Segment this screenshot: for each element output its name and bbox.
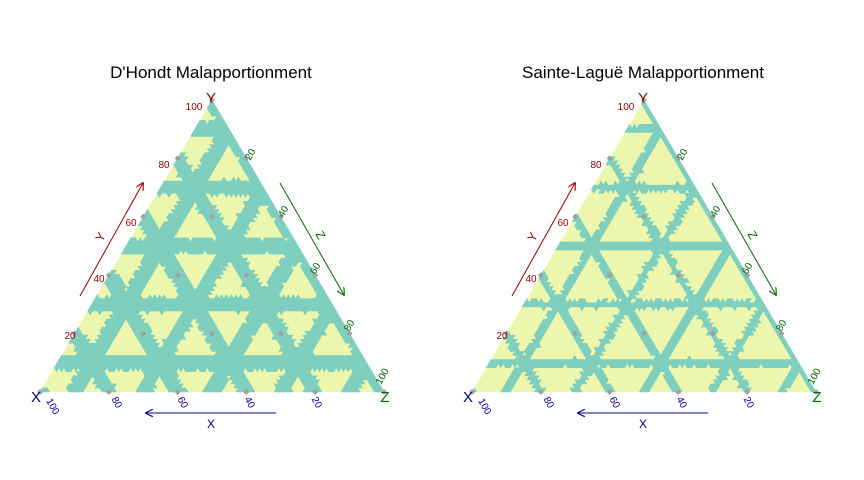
x-tick-label: 80	[109, 395, 124, 411]
malapportionment-cell	[316, 387, 323, 393]
malapportionment-cell	[180, 334, 187, 340]
malapportionment-cell	[144, 322, 151, 328]
malapportionment-cell	[111, 383, 117, 389]
malapportionment-cell	[244, 379, 251, 385]
x-tick-label: 20	[309, 395, 324, 411]
malapportionment-cell	[287, 334, 294, 340]
malapportionment-cell	[321, 330, 328, 336]
malapportionment-cell	[290, 338, 297, 344]
malapportionment-cell	[359, 354, 366, 360]
z-tick-label: 100	[374, 366, 392, 386]
malapportionment-cell	[357, 383, 364, 389]
malapportionment-cell	[106, 379, 113, 385]
malapportionment-cell	[154, 343, 160, 348]
malapportionment-cell	[307, 371, 313, 377]
x-tick-label: 40	[242, 395, 257, 411]
malapportionment-cell	[221, 338, 227, 344]
malapportionment-cell	[173, 346, 180, 352]
z-axis-label: Z	[313, 228, 329, 241]
malapportionment-cell	[84, 338, 91, 344]
x-axis-label: X	[207, 417, 215, 431]
malapportionment-cell	[175, 379, 182, 385]
dhondt-panel: D'Hondt Malapportionment Y X Z Y Z X 20 …	[31, 63, 392, 431]
malapportionment-cell	[287, 387, 294, 393]
malapportionment-cell	[242, 375, 249, 381]
malapportionment-cell	[149, 387, 156, 393]
malapportionment-cell	[103, 375, 110, 381]
malapportionment-cell	[314, 379, 321, 385]
malapportionment-cell	[340, 322, 347, 328]
malapportionment-cell	[211, 322, 218, 328]
malapportionment-cell	[347, 334, 354, 340]
malapportionment-cell	[373, 379, 380, 385]
malapportionment-regions	[471, 99, 817, 393]
y-tick-label: 40	[93, 274, 105, 285]
malapportionment-cell	[151, 338, 158, 344]
malapportionment-cell	[369, 371, 375, 377]
malapportionment-cell	[342, 326, 349, 332]
malapportionment-cell	[75, 326, 82, 332]
malapportionment-cell	[146, 326, 153, 332]
vertex-label-z: Z	[380, 389, 389, 406]
malapportionment-cell	[185, 326, 192, 332]
malapportionment-cell	[151, 383, 158, 389]
malapportionment-cell	[350, 338, 356, 344]
malapportionment-cell	[354, 387, 361, 393]
malapportionment-cell	[182, 387, 189, 393]
x-tick-label: 100	[43, 397, 61, 417]
malapportionment-cell	[101, 371, 108, 377]
malapportionment-cell	[247, 334, 254, 340]
malapportionment-cell	[216, 330, 223, 336]
malapportionment-cell	[187, 322, 194, 328]
malapportionment-cell	[213, 326, 220, 332]
malapportionment-cell	[357, 350, 364, 356]
y-tick-label: 80	[158, 160, 170, 171]
malapportionment-cell	[247, 383, 254, 389]
malapportionment-cell	[311, 375, 318, 381]
malapportionment-cell	[283, 326, 289, 332]
malapportionment-cell	[361, 358, 368, 364]
malapportionment-cell	[240, 371, 246, 377]
malapportionment-cell	[77, 330, 84, 336]
chart-title: Sainte-Laguë Malapportionment	[522, 63, 764, 82]
y-tick-label: 100	[186, 102, 203, 113]
malapportionment-cell	[352, 342, 359, 348]
vertex-label-y: Y	[206, 90, 216, 107]
x-tick-label: 60	[175, 395, 190, 411]
malapportionment-cell	[376, 383, 383, 389]
y-tick-label: 20	[64, 331, 76, 342]
malapportionment-cell	[249, 387, 256, 393]
sainte-lague-panel: Sainte-Laguë Malapportionment Y X Z Y Z …	[463, 63, 824, 431]
malapportionment-cell	[139, 318, 146, 324]
malapportionment-cell	[223, 375, 230, 381]
malapportionment-cell	[290, 342, 297, 348]
malapportionment-cell	[283, 330, 289, 336]
y-axis-label: Y	[92, 230, 108, 244]
malapportionment-cell	[278, 318, 285, 324]
malapportionment-regions	[39, 99, 385, 393]
malapportionment-cell	[209, 318, 215, 324]
malapportionment-cell	[218, 334, 225, 340]
malapportionment-cell	[173, 371, 180, 377]
vertex-label-x: X	[31, 389, 41, 406]
malapportionment-cell	[170, 350, 177, 356]
chart-title: D'Hondt Malapportionment	[110, 63, 312, 82]
malapportionment-cell	[223, 342, 230, 348]
malapportionment-cell	[366, 367, 373, 373]
malapportionment-cell	[309, 350, 316, 356]
malapportionment-cell	[44, 387, 51, 393]
malapportionment-cell	[82, 334, 89, 340]
malapportionment-cell	[371, 375, 378, 381]
malapportionment-cell	[359, 379, 366, 385]
malapportionment-cell	[314, 383, 321, 389]
malapportionment-cell	[149, 334, 156, 340]
malapportionment-cell	[364, 363, 371, 368]
malapportionment-cell	[280, 322, 287, 328]
malapportionment-cell	[178, 383, 184, 389]
y-tick-label: 60	[125, 218, 137, 229]
malapportionment-cell	[111, 387, 117, 393]
malapportionment-cell	[338, 318, 344, 324]
malapportionment-cell	[354, 346, 361, 352]
